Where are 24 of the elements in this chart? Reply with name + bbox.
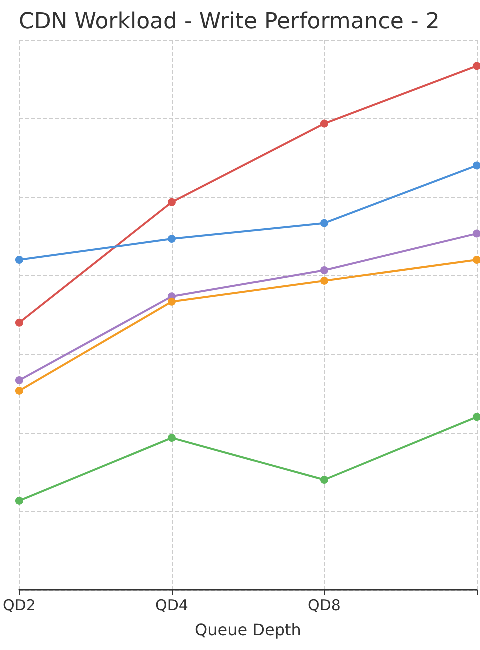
point [168, 298, 176, 306]
point [320, 219, 328, 228]
chart-title: CDN Workload - Write Performance - 2 [19, 10, 440, 34]
point [473, 162, 480, 170]
x-tick-label: QD4 [156, 596, 188, 614]
point [473, 256, 480, 264]
point [473, 230, 480, 238]
point [168, 198, 176, 206]
point [168, 235, 176, 244]
point [15, 256, 24, 264]
point [15, 496, 24, 505]
point [168, 434, 176, 442]
point [15, 318, 24, 327]
point [320, 120, 328, 128]
point [473, 62, 480, 70]
x-tick-label: QD2 [2, 596, 36, 614]
point [320, 276, 328, 285]
point [15, 376, 24, 384]
x-axis-title: Queue Depth [195, 620, 302, 640]
point [15, 386, 24, 395]
point [320, 266, 328, 274]
x-tick-label: QD8 [308, 596, 341, 614]
point [473, 413, 480, 422]
point [320, 476, 328, 484]
